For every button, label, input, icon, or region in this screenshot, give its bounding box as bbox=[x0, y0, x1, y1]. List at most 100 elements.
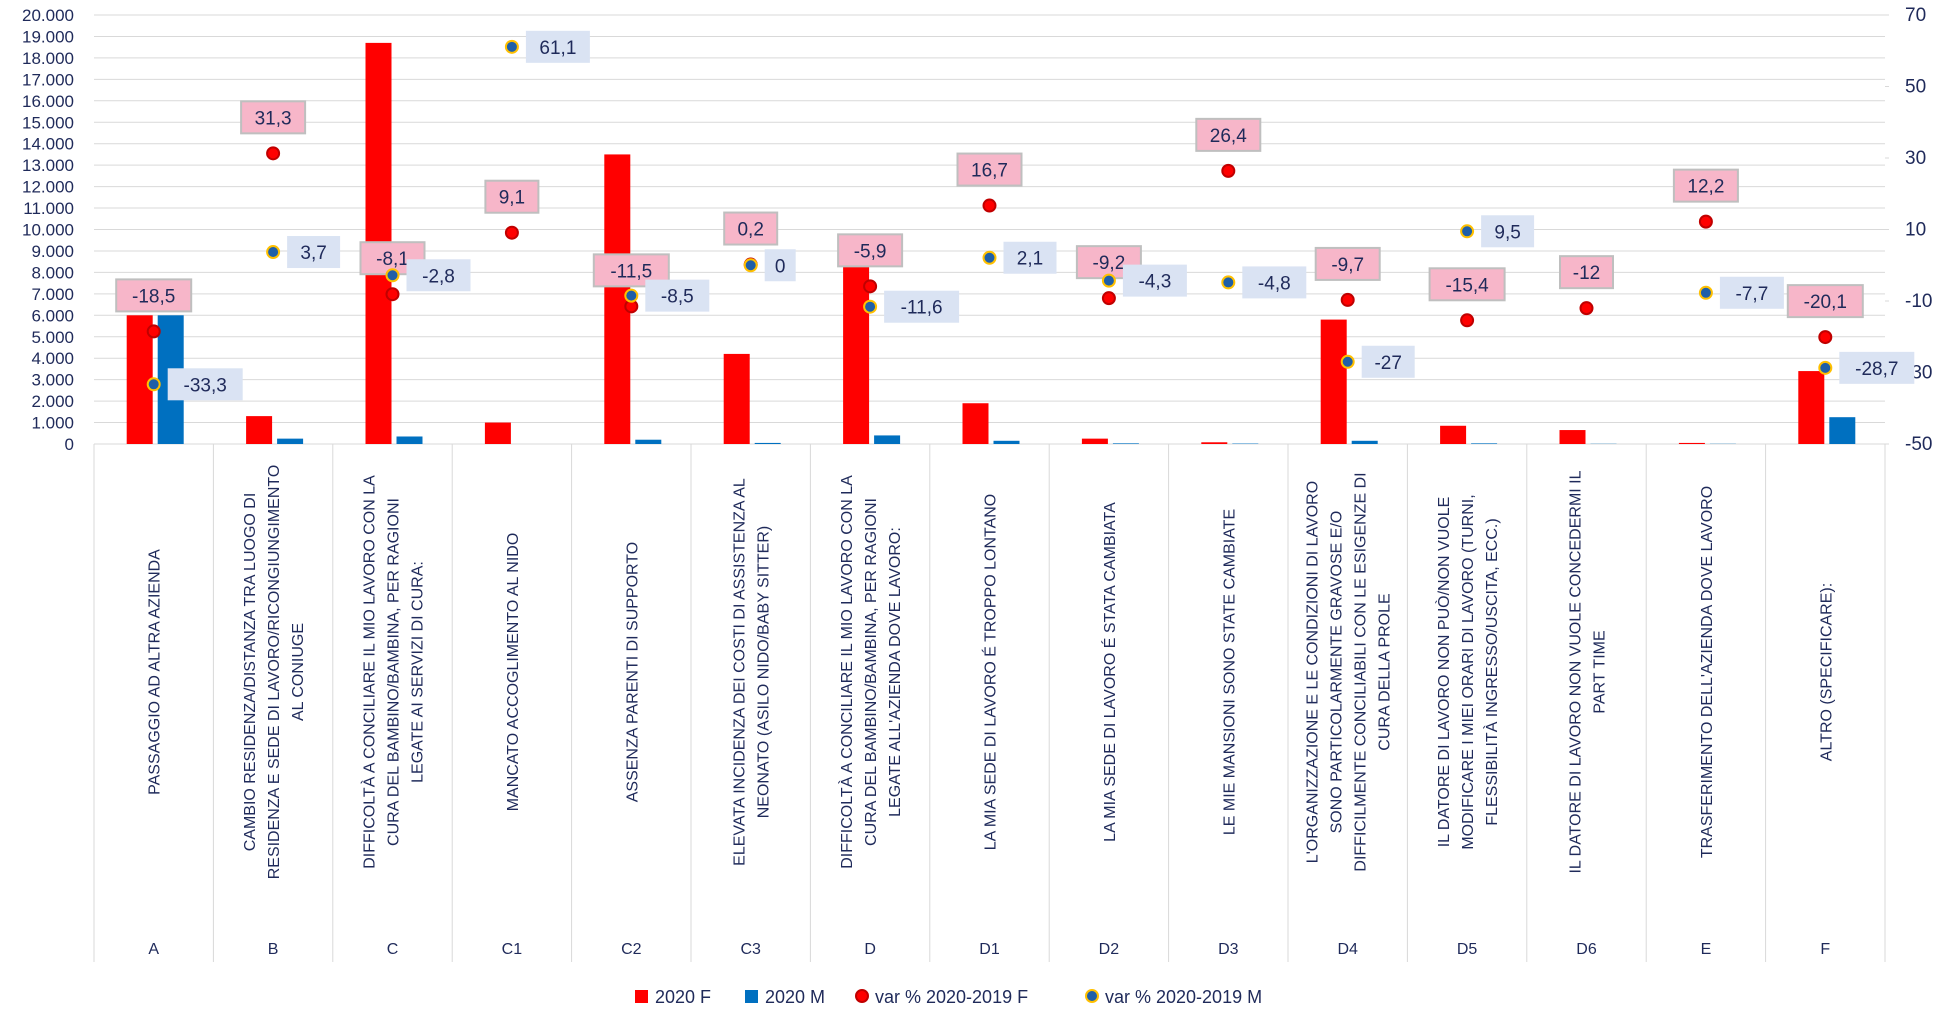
data-label: -8,5 bbox=[661, 287, 694, 308]
bar bbox=[755, 443, 781, 444]
data-label: -5,9 bbox=[854, 241, 887, 262]
legend-label: var % 2020-2019 M bbox=[1105, 987, 1262, 1006]
category-description: DIFFICOLTÀ A CONCILIARE IL MIO LAVORO CO… bbox=[360, 475, 379, 869]
y-tick-label: 11.000 bbox=[23, 199, 74, 218]
category-description: FLESSIBILITÀ INGRESSO/USCITA, ECC.) bbox=[1482, 518, 1501, 825]
bar bbox=[1321, 320, 1347, 444]
y-tick-label: 6.000 bbox=[31, 306, 74, 325]
data-label: -9,7 bbox=[1331, 255, 1364, 276]
y-tick-label: 13.000 bbox=[22, 156, 74, 175]
category-description: TRASFERIMENTO DELL'AZIENDA DOVE LAVORO bbox=[1699, 486, 1716, 858]
y-tick-label: 2.000 bbox=[31, 392, 74, 411]
dot bbox=[1700, 216, 1712, 228]
data-label: 31,3 bbox=[255, 108, 292, 129]
y-tick-label: 0 bbox=[65, 435, 74, 454]
dot bbox=[1819, 331, 1831, 343]
category-code: D1 bbox=[979, 941, 1000, 958]
bar bbox=[485, 423, 511, 444]
dot bbox=[1222, 276, 1234, 288]
category-description: RESIDENZA E SEDE DI LAVORO/RICONGIUNGIME… bbox=[266, 465, 283, 880]
y-tick-label: 1.000 bbox=[31, 414, 74, 433]
category-description: SONO PARTICOLARMENTE GRAVOSE E/O bbox=[1329, 511, 1346, 834]
bar bbox=[1082, 439, 1108, 444]
category-description: ELEVATA INCIDENZA DEI COSTI DI ASSISTENZ… bbox=[732, 478, 749, 866]
data-label: -9,2 bbox=[1093, 253, 1126, 274]
category-description: LEGATE AI SERVIZI DI CURA: bbox=[410, 561, 427, 783]
category-description: LEGATE ALL'AZIENDA DOVE LAVORO: bbox=[887, 527, 904, 817]
category-code: A bbox=[148, 941, 159, 958]
dot bbox=[148, 378, 160, 390]
y2-tick-label: 10 bbox=[1905, 220, 1926, 241]
category-description: CURA DEL BAMBINO/BAMBINA, PER RAGIONI bbox=[863, 498, 880, 846]
legend-swatch bbox=[635, 990, 648, 1003]
bar bbox=[397, 436, 423, 444]
category-description: PASSAGGIO AD ALTRA AZIENDA bbox=[147, 549, 164, 795]
dot bbox=[387, 269, 399, 281]
dot bbox=[387, 288, 399, 300]
y-tick-label: 18.000 bbox=[22, 49, 74, 68]
category-description: IL DATORE DI LAVORO NON VUOLE CONCEDERMI… bbox=[1568, 470, 1585, 873]
category-description: CURA DEL BAMBINO/BAMBINA, PER RAGIONI bbox=[386, 498, 403, 846]
y-tick-label: 17.000 bbox=[22, 70, 74, 89]
data-label: -11,5 bbox=[610, 261, 652, 282]
category-description: LA MIA SEDE DI LAVORO É STATA CAMBIATA bbox=[1100, 502, 1119, 842]
y-tick-label: 9.000 bbox=[31, 242, 74, 261]
category-description: LE MIE MANSIONI SONO STATE CAMBIATE bbox=[1221, 509, 1238, 835]
category-code: C2 bbox=[621, 941, 642, 958]
category-code: D6 bbox=[1576, 941, 1597, 958]
dot bbox=[506, 41, 518, 53]
data-label: 61,1 bbox=[539, 38, 576, 59]
data-label: 12,2 bbox=[1687, 177, 1724, 198]
category-description: ALTRO (SPECIFICARE): bbox=[1818, 583, 1835, 761]
legend-swatch bbox=[856, 990, 868, 1002]
legend-label: 2020 M bbox=[765, 987, 825, 1006]
y-tick-label: 4.000 bbox=[31, 349, 74, 368]
bar bbox=[994, 441, 1020, 444]
dot bbox=[267, 147, 279, 159]
dot bbox=[1103, 292, 1115, 304]
y-tick-label: 10.000 bbox=[22, 221, 74, 240]
dot bbox=[984, 200, 996, 212]
category-code: D5 bbox=[1457, 941, 1478, 958]
category-description: PART TIME bbox=[1592, 630, 1609, 713]
category-description: L'ORGANIZZAZIONE E LE CONDIZIONI DI LAVO… bbox=[1305, 481, 1322, 863]
data-label: -18,5 bbox=[132, 286, 175, 307]
category-code: D bbox=[864, 941, 876, 958]
data-label: -2,8 bbox=[422, 266, 455, 287]
bar bbox=[1560, 430, 1586, 444]
category-description: DIFFICOLTÀ A CONCILIARE IL MIO LAVORO CO… bbox=[837, 475, 856, 869]
y2-tick-label: 30 bbox=[1905, 148, 1926, 169]
legend-swatch bbox=[745, 990, 758, 1003]
dot bbox=[1222, 165, 1234, 177]
bar bbox=[1440, 426, 1466, 444]
category-description: IL DATORE DI LAVORO NON PUÒ/NON VUOLE bbox=[1434, 497, 1453, 848]
legend-swatch bbox=[1086, 990, 1098, 1002]
data-label: -15,4 bbox=[1445, 275, 1489, 296]
dot bbox=[1819, 362, 1831, 374]
y-tick-label: 5.000 bbox=[31, 328, 74, 347]
data-label: 9,5 bbox=[1494, 222, 1520, 243]
category-description: CAMBIO RESIDENZA/DISTANZA TRA LUOGO DI bbox=[242, 493, 259, 852]
bar bbox=[1829, 417, 1855, 444]
dot bbox=[148, 325, 160, 337]
bar bbox=[1471, 443, 1497, 444]
category-code: B bbox=[268, 941, 279, 958]
category-description: MODIFICARE I MIEI ORARI DI LAVORO (TURNI… bbox=[1460, 494, 1477, 849]
data-label: 0,2 bbox=[737, 220, 763, 241]
y2-tick-label: -50 bbox=[1905, 434, 1932, 455]
dot bbox=[984, 252, 996, 264]
data-label: 3,7 bbox=[300, 243, 326, 264]
bar bbox=[1679, 443, 1705, 444]
category-code: D4 bbox=[1337, 941, 1358, 958]
dot bbox=[1461, 225, 1473, 237]
y2-tick-label: 50 bbox=[1905, 77, 1926, 98]
category-description: DIFFICILMENTE CONCILIABILI CON LE ESIGEN… bbox=[1353, 472, 1370, 871]
category-description: CURA DELLA PROLE bbox=[1377, 593, 1394, 750]
category-description: NEONATO (ASILO NIDO/BABY SITTER) bbox=[756, 526, 773, 819]
dot bbox=[625, 290, 637, 302]
dot bbox=[864, 280, 876, 292]
data-label: -33,3 bbox=[184, 375, 227, 396]
y-tick-label: 14.000 bbox=[22, 135, 74, 154]
y-tick-label: 7.000 bbox=[31, 285, 74, 304]
